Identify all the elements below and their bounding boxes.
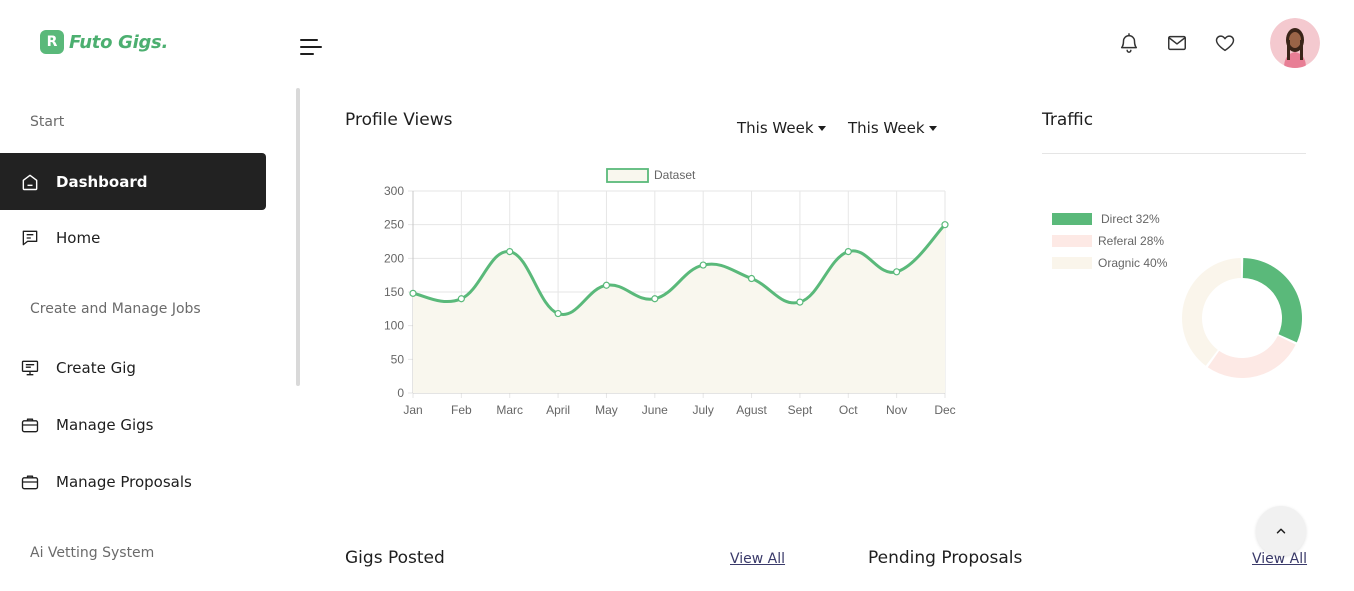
logo-mark: R — [40, 30, 64, 54]
legend-label: Oragnic 40% — [1098, 256, 1168, 270]
menu-icon — [300, 39, 318, 41]
x-tick-label: April — [546, 403, 570, 417]
legend-label: Direct 32% — [1101, 212, 1160, 226]
legend-label: Dataset — [654, 168, 696, 182]
data-point — [457, 295, 465, 303]
y-tick-label: 0 — [397, 386, 404, 400]
data-point — [747, 274, 756, 283]
y-tick-label: 300 — [384, 184, 404, 198]
legend-label: Referal 28% — [1098, 234, 1164, 248]
sidebar-item-label: Manage Gigs — [56, 415, 154, 434]
sidebar-item-manage-gigs[interactable]: Manage Gigs — [0, 396, 266, 453]
x-tick-label: Oct — [839, 403, 858, 417]
gigs-view-all-link[interactable]: View All — [730, 551, 786, 567]
presentation-icon — [20, 358, 40, 378]
data-point — [602, 281, 611, 289]
y-tick-label: 100 — [384, 319, 404, 333]
y-tick-label: 250 — [384, 218, 404, 232]
chat-icon — [20, 228, 40, 248]
home-icon — [20, 172, 40, 192]
x-tick-label: Dec — [934, 403, 955, 417]
traffic-chart: Direct 32% Referal 28% Oragnic 40% — [1052, 212, 1302, 378]
sidebar-scrollbar[interactable] — [296, 88, 300, 386]
data-point — [409, 289, 417, 297]
sidebar-item-home[interactable]: Home — [0, 209, 266, 266]
caret-down-icon — [817, 125, 826, 131]
x-tick-label: Agust — [736, 403, 767, 417]
x-tick-label: June — [642, 403, 668, 417]
slice-oragnic — [1182, 258, 1242, 366]
sidebar-item-label: Dashboard — [56, 172, 148, 191]
caret-down-icon — [928, 125, 937, 131]
y-tick-label: 50 — [391, 352, 405, 366]
sidebar-item-create-gig[interactable]: Create Gig — [0, 339, 266, 396]
x-tick-label: Marc — [496, 403, 523, 417]
data-point — [941, 221, 949, 229]
mail-icon[interactable] — [1166, 32, 1188, 54]
pending-proposals-title: Pending Proposals — [868, 548, 1023, 568]
brand-logo[interactable]: R Futo Gigs. — [40, 30, 168, 54]
data-point — [893, 268, 901, 276]
data-point — [651, 295, 659, 303]
dropdown-label: This Week — [848, 119, 925, 137]
sidebar-section-ai-vetting: Ai Vetting System — [30, 545, 155, 561]
data-point — [796, 298, 804, 306]
series-line — [412, 223, 947, 316]
slice-referal — [1207, 335, 1296, 378]
x-tick-label: May — [595, 403, 618, 417]
y-tick-label: 200 — [384, 251, 404, 265]
x-tick-label: Feb — [451, 403, 472, 417]
avatar[interactable] — [1270, 18, 1320, 68]
legend-swatch — [1052, 213, 1092, 225]
data-point — [554, 309, 562, 318]
sidebar-item-dashboard[interactable]: Dashboard — [0, 153, 266, 210]
profile-views-title: Profile Views — [345, 110, 453, 130]
sidebar-item-label: Manage Proposals — [56, 472, 192, 491]
sidebar-section-jobs: Create and Manage Jobs — [30, 301, 201, 317]
menu-toggle-button[interactable] — [300, 37, 322, 57]
gigs-posted-title: Gigs Posted — [345, 548, 445, 568]
slice-direct — [1242, 258, 1302, 343]
sidebar-item-manage-proposals[interactable]: Manage Proposals — [0, 453, 266, 510]
series-area — [413, 224, 945, 393]
scroll-to-top-button[interactable] — [1256, 506, 1306, 556]
heart-icon[interactable] — [1214, 32, 1236, 54]
bell-icon[interactable] — [1118, 32, 1140, 54]
chevron-up-icon — [1276, 528, 1286, 534]
data-point — [699, 261, 707, 269]
legend-swatch — [1052, 235, 1092, 247]
x-tick-label: July — [693, 403, 714, 417]
profile-views-chart: 0 50 100 150 200 250 300 Jan Feb Marc April May June… — [384, 168, 956, 417]
sidebar-item-label: Create Gig — [56, 358, 136, 377]
x-tick-label: Sept — [788, 403, 813, 417]
legend-swatch — [1052, 257, 1092, 269]
data-point — [844, 247, 852, 256]
sidebar-item-label: Home — [56, 228, 101, 247]
dropdown-label: This Week — [737, 119, 814, 137]
legend-swatch — [606, 168, 649, 183]
period-filter-dropdown[interactable]: This Week — [737, 119, 826, 137]
period-filter-dropdown[interactable]: This Week — [848, 119, 937, 137]
y-tick-label: 150 — [384, 285, 404, 299]
briefcase-icon — [20, 472, 40, 492]
divider — [1042, 153, 1306, 154]
traffic-title: Traffic — [1042, 110, 1094, 130]
header-actions — [1118, 18, 1320, 68]
brand-name: Futo Gigs. — [69, 31, 169, 53]
sidebar-section-start: Start — [30, 114, 65, 130]
briefcase-icon — [20, 415, 40, 435]
x-tick-label: Nov — [886, 403, 907, 417]
data-point — [506, 247, 514, 256]
proposals-view-all-link[interactable]: View All — [1252, 551, 1308, 567]
x-tick-label: Jan — [403, 403, 422, 417]
